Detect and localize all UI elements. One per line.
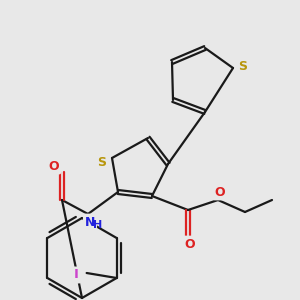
Text: N: N xyxy=(85,215,95,229)
Text: O: O xyxy=(49,160,59,172)
Text: O: O xyxy=(215,185,225,199)
Text: H: H xyxy=(93,220,103,230)
Text: O: O xyxy=(185,238,195,250)
Text: S: S xyxy=(238,59,247,73)
Text: S: S xyxy=(98,155,106,169)
Text: I: I xyxy=(74,268,79,281)
